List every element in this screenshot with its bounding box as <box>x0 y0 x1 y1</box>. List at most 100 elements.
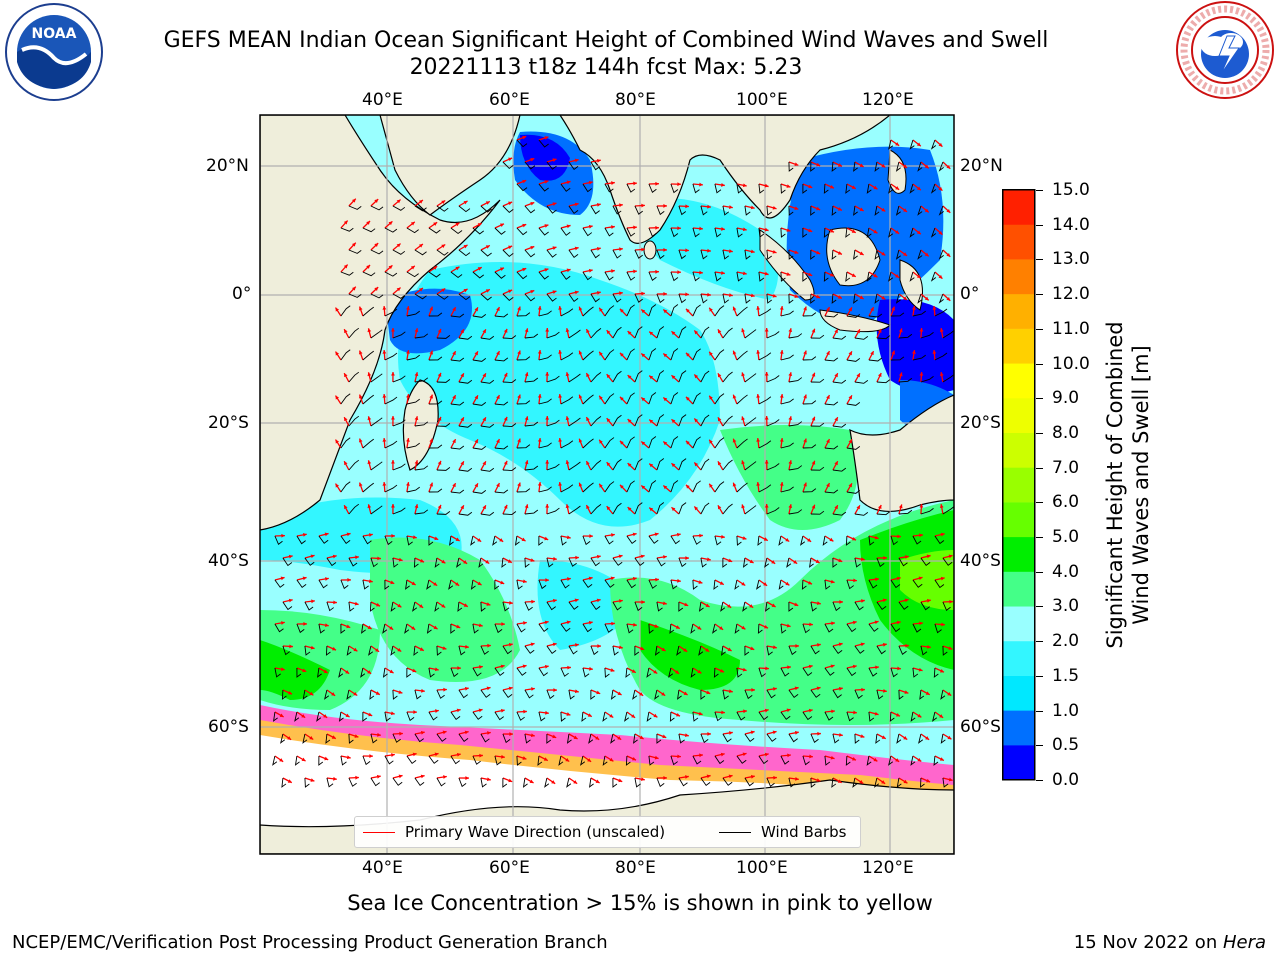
wind-barb <box>854 645 865 654</box>
wind-barb <box>480 335 495 340</box>
wind-barb <box>846 446 861 450</box>
wind-barb <box>670 535 680 545</box>
wind-barb <box>810 601 817 612</box>
wind-barb <box>722 689 729 700</box>
wave-arrow-head <box>749 604 754 608</box>
wave-arrow-head <box>896 576 901 581</box>
wave-arrow-head <box>599 483 603 488</box>
wind-barb <box>392 507 406 515</box>
wind-barb <box>538 271 549 280</box>
wave-arrow-head <box>309 735 314 740</box>
wind-barb <box>428 535 434 546</box>
wave-arrow-head <box>627 463 632 467</box>
wave-arrow-head <box>390 711 395 716</box>
wind-barb <box>282 557 293 567</box>
wind-barb <box>866 755 872 766</box>
wave-arrow-head <box>377 556 381 561</box>
wind-barb <box>874 205 880 216</box>
land-australia <box>849 394 954 513</box>
wave-arrow-head <box>938 142 943 147</box>
wave-arrow-head <box>396 287 401 292</box>
wave-arrow-head <box>452 395 456 400</box>
wave-arrow-head <box>699 753 703 758</box>
wave-arrow-head <box>597 644 601 648</box>
colorbar-tick-label: 2.0 <box>1052 631 1080 652</box>
wind-barb <box>274 535 283 545</box>
wave-arrow-head <box>558 438 563 442</box>
wave-arrow-head <box>881 735 886 739</box>
wave-arrow-head <box>732 306 737 311</box>
wave-arrow-head <box>873 757 878 762</box>
wind-barb <box>436 511 451 515</box>
wave-arrow-head <box>795 644 799 648</box>
wind-barb <box>845 271 851 282</box>
wind-barb <box>656 249 665 260</box>
wave-arrow-head <box>694 418 699 423</box>
wave-arrow-head <box>463 288 468 293</box>
wave-arrow-head <box>596 202 601 207</box>
wind-barb <box>316 711 322 722</box>
wave-arrow-head <box>811 328 816 333</box>
wave-arrow-head <box>351 286 356 291</box>
wave-arrow-head <box>811 416 816 421</box>
colorbar <box>1002 189 1036 781</box>
colorbar-tick-mark <box>1036 432 1043 434</box>
wind-barb <box>888 227 894 238</box>
wave-arrow-head <box>881 207 886 212</box>
wind-barb <box>912 535 922 545</box>
wind-barb <box>434 601 440 612</box>
wind-barb <box>458 511 473 516</box>
wind-barb <box>692 183 700 194</box>
wind-barb <box>370 461 383 471</box>
wind-barb <box>714 271 722 282</box>
wave-arrow-head <box>414 460 419 465</box>
wave-arrow-head <box>764 708 769 713</box>
wind-barb <box>414 205 427 212</box>
wave-arrow-head <box>859 251 864 255</box>
colorbar-tick-mark <box>1036 259 1043 261</box>
wave-arrow-head <box>501 754 505 759</box>
wave-arrow-head <box>537 438 542 442</box>
wave-arrow-head <box>558 482 563 486</box>
wind-barb <box>340 227 354 232</box>
wave-arrow-head <box>947 692 952 696</box>
wind-barb <box>832 557 838 568</box>
wave-arrow-head <box>609 713 614 718</box>
wave-arrow-head <box>335 395 340 400</box>
wind-barb <box>296 623 305 634</box>
wind-barb <box>494 711 504 721</box>
wave-arrow-head <box>641 203 645 208</box>
wave-arrow-head <box>566 712 571 716</box>
wind-barb <box>414 733 424 743</box>
wave-arrow-head <box>856 329 860 334</box>
wind-barb <box>734 579 740 590</box>
nws-logo <box>1175 0 1275 100</box>
wind-barb <box>831 205 837 216</box>
wave-arrow-head <box>848 307 852 312</box>
wind-barb <box>714 349 725 361</box>
wave-arrow-head <box>662 601 667 606</box>
wind-barb <box>778 579 784 590</box>
wave-arrow-head <box>653 713 658 718</box>
wave-arrow-head <box>344 373 348 378</box>
wave-arrow-head <box>485 245 490 249</box>
wind-barb <box>560 667 569 677</box>
wind-barb <box>568 601 579 610</box>
wind-barb <box>802 623 810 634</box>
wind-barb <box>744 733 755 742</box>
wind-barb <box>426 623 432 634</box>
wind-barb <box>876 379 891 384</box>
wave-arrow-head <box>443 775 447 779</box>
wave-arrow-head <box>816 250 821 255</box>
wind-barb <box>758 755 769 765</box>
wind-barb <box>604 183 614 193</box>
wave-arrow-head <box>721 534 725 539</box>
wave-arrow-head <box>522 179 527 184</box>
wave-arrow-head <box>499 223 504 228</box>
wave-arrow-head <box>463 200 468 205</box>
wind-barb <box>581 711 587 722</box>
wave-arrow-head <box>596 246 601 251</box>
wave-arrow-head <box>499 267 504 272</box>
wind-barb <box>612 205 622 215</box>
wind-barb <box>340 535 351 544</box>
